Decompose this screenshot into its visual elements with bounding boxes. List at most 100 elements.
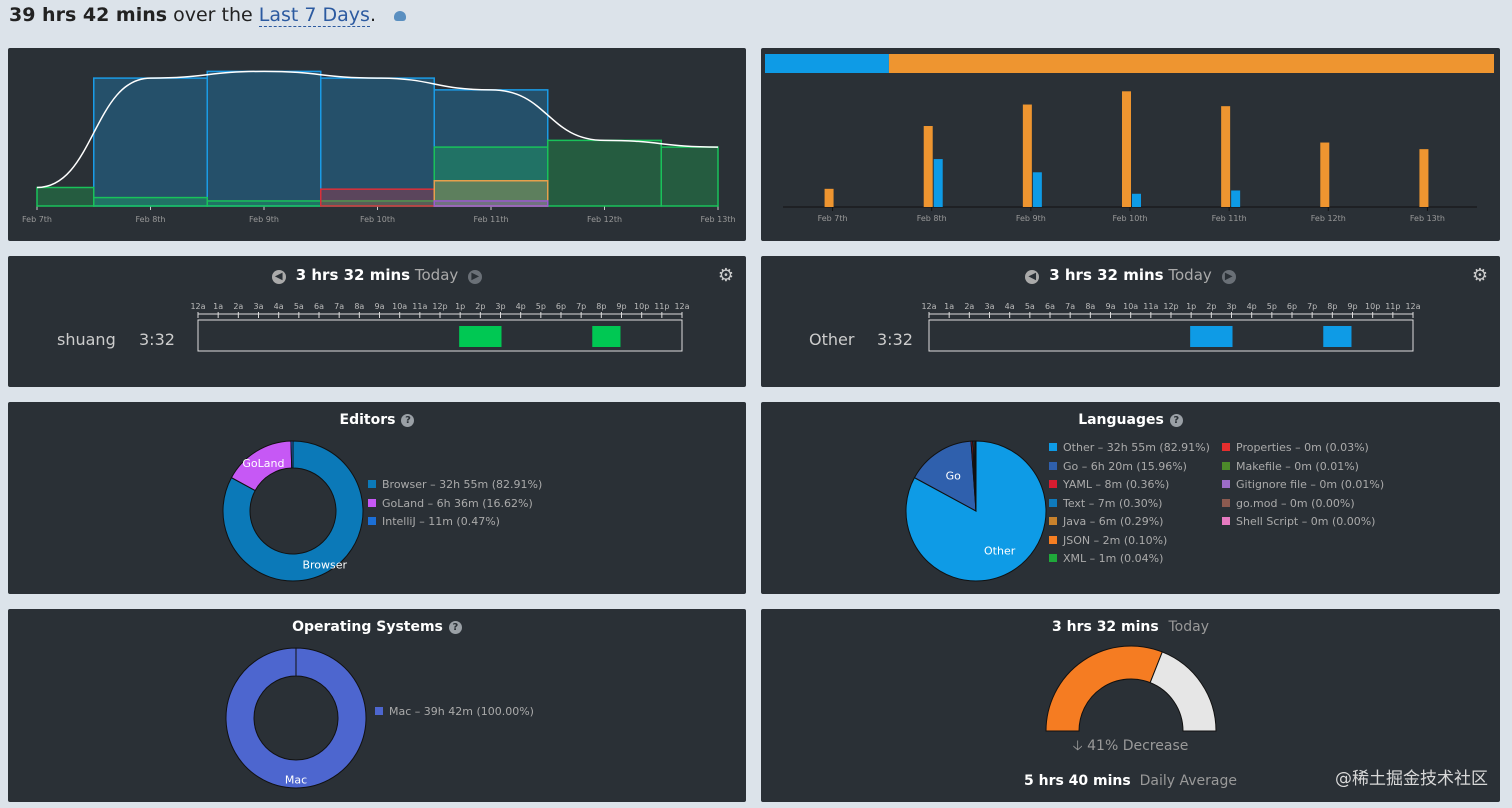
legend-item[interactable]: JSON – 2m (0.10%) bbox=[1049, 532, 1216, 551]
day-label: Today bbox=[414, 266, 459, 284]
hour-label: 5a bbox=[294, 302, 304, 311]
x-tick-label: Feb 12th bbox=[587, 215, 622, 224]
area-step bbox=[433, 180, 549, 207]
progress-gauge bbox=[1045, 645, 1217, 732]
legend-swatch bbox=[1222, 443, 1230, 451]
next-day-icon[interactable]: ▶ bbox=[1221, 270, 1236, 284]
activity-segment bbox=[459, 326, 502, 347]
cloud-download-icon[interactable] bbox=[394, 10, 407, 21]
legend-swatch bbox=[1049, 554, 1057, 562]
bar bbox=[1122, 91, 1131, 207]
gear-icon[interactable]: ⚙ bbox=[717, 265, 734, 286]
legend-label: Properties – 0m (0.03%) bbox=[1236, 441, 1369, 454]
hour-label: 3a bbox=[985, 302, 995, 311]
area-step bbox=[93, 196, 208, 207]
x-tick-label: Feb 13th bbox=[700, 215, 735, 224]
legend-label: XML – 1m (0.04%) bbox=[1063, 552, 1164, 565]
legend-swatch bbox=[1222, 517, 1230, 525]
hour-label: 4p bbox=[516, 302, 526, 311]
legend-item[interactable]: IntelliJ – 11m (0.47%) bbox=[368, 513, 542, 532]
legend-label: GoLand – 6h 36m (16.62%) bbox=[382, 496, 533, 510]
prev-day-icon[interactable]: ◀ bbox=[271, 270, 286, 284]
hour-label: 4a bbox=[274, 302, 284, 311]
hour-label: 1a bbox=[944, 302, 954, 311]
area-step bbox=[93, 77, 208, 207]
range-selector[interactable]: Last 7 Days bbox=[258, 4, 370, 27]
legend-swatch bbox=[1049, 461, 1057, 470]
legend-item[interactable]: XML – 1m (0.04%) bbox=[1049, 550, 1216, 569]
slice bbox=[913, 440, 977, 512]
period: . bbox=[369, 4, 376, 26]
help-icon[interactable]: ? bbox=[1169, 414, 1183, 427]
editors-panel: Editors? Browser GoLand Browser – 32h 55m… bbox=[8, 402, 746, 594]
legend-swatch bbox=[1049, 535, 1057, 544]
daily-goal-panel: 3 hrs 32 mins Today 🡣 41% Decrease 5 hrs… bbox=[761, 609, 1500, 802]
total-time: 39 hrs 42 mins bbox=[9, 4, 168, 26]
hour-label: 12a bbox=[921, 302, 936, 311]
share-bar-segment bbox=[888, 54, 1494, 73]
slice-label: Browser bbox=[302, 558, 347, 571]
legend-item[interactable]: Go – 6h 20m (15.96%) bbox=[1049, 458, 1216, 477]
legend-item[interactable]: go.mod – 0m (0.00%) bbox=[1222, 495, 1389, 514]
activity-segment bbox=[592, 326, 621, 347]
legend-item[interactable]: GoLand – 6h 36m (16.62%) bbox=[368, 495, 542, 514]
legend-label: Go – 6h 20m (15.96%) bbox=[1063, 459, 1187, 473]
area-step bbox=[320, 188, 435, 207]
legend-label: Shell Script – 0m (0.00%) bbox=[1236, 515, 1376, 528]
area-step bbox=[36, 186, 95, 207]
editors-title: Editors? bbox=[8, 412, 746, 428]
hour-label: 4p bbox=[1247, 302, 1257, 311]
gauge-title: 3 hrs 32 mins Today bbox=[761, 619, 1500, 635]
legend-item[interactable]: Gitignore file – 0m (0.01%) bbox=[1222, 476, 1389, 495]
legend-swatch bbox=[1049, 498, 1057, 507]
languages-legend: Other – 32h 55m (82.91%) Go – 6h 20m (15.… bbox=[1049, 439, 1389, 569]
hour-label: 5p bbox=[1267, 302, 1277, 311]
gear-icon[interactable]: ⚙ bbox=[1471, 265, 1488, 286]
hour-label: 8p bbox=[1327, 302, 1337, 311]
legend-label: YAML – 8m (0.36%) bbox=[1063, 478, 1170, 491]
summary-header: 39 hrs 42 mins over the Last 7 Days. bbox=[9, 4, 407, 27]
hour-label: 10p bbox=[634, 302, 649, 311]
legend-item[interactable]: Browser – 32h 55m (82.91%) bbox=[368, 476, 542, 495]
hour-label: 8p bbox=[596, 302, 606, 311]
next-day-icon[interactable]: ▶ bbox=[468, 270, 483, 284]
help-icon[interactable]: ? bbox=[448, 621, 462, 634]
help-icon[interactable]: ? bbox=[401, 414, 415, 427]
header-text: over the bbox=[173, 4, 253, 26]
hour-label: 12a bbox=[1405, 302, 1420, 311]
daily-bar-chart-panel: Feb 7th Feb 8th Feb 9th Feb 10th Feb 11th Feb… bbox=[761, 48, 1500, 241]
legend-item[interactable]: Shell Script – 0m (0.00%) bbox=[1222, 513, 1389, 532]
hour-label: 7p bbox=[576, 302, 586, 311]
hour-label: 10p bbox=[1365, 302, 1380, 311]
hour-label: 1p bbox=[455, 302, 465, 311]
legend-item[interactable]: YAML – 8m (0.36%) bbox=[1049, 476, 1216, 495]
legend-item[interactable]: Text – 7m (0.30%) bbox=[1049, 495, 1216, 514]
day-label: Today bbox=[1168, 266, 1212, 284]
legend-item[interactable]: Properties – 0m (0.03%) bbox=[1222, 439, 1389, 458]
total-line bbox=[36, 70, 719, 189]
watermark: @稀土掘金技术社区 bbox=[1335, 769, 1488, 789]
legend-item[interactable]: Mac – 39h 42m (100.00%) bbox=[375, 703, 534, 722]
day-timeline: 12a 1a 2a 3a 4a 5a 6a 7a 8a 9a 10a 11a 12p 1p 2p 3p 4p 5p… bbox=[921, 302, 1421, 352]
day-total: 3 hrs 32 mins bbox=[1049, 266, 1164, 284]
legend-item[interactable]: Java – 6m (0.29%) bbox=[1049, 513, 1216, 532]
area-step bbox=[206, 200, 322, 207]
legend-swatch bbox=[375, 707, 383, 715]
legend-item[interactable]: Makefile – 0m (0.01%) bbox=[1222, 458, 1389, 477]
bar bbox=[1320, 142, 1330, 207]
avg-value: 5 hrs 40 mins bbox=[1023, 773, 1131, 789]
hour-label: 9a bbox=[1106, 302, 1116, 311]
gauge-progress bbox=[1045, 645, 1163, 732]
x-tick-label: Feb 9th bbox=[1016, 214, 1046, 223]
area-step bbox=[547, 139, 662, 207]
slice bbox=[225, 647, 367, 789]
x-tick-label: Feb 9th bbox=[249, 215, 279, 224]
os-donut: Mac bbox=[225, 647, 367, 789]
legend-label: Makefile – 0m (0.01%) bbox=[1236, 459, 1359, 473]
legend-item[interactable]: Other – 32h 55m (82.91%) bbox=[1049, 439, 1216, 458]
legend-swatch bbox=[1049, 443, 1057, 451]
timeline-panel-user: ◀ 3 hrs 32 mins Today ▶ ⚙ shuang 3:32 12a 1… bbox=[8, 256, 746, 387]
hour-label: 11a bbox=[1143, 302, 1158, 311]
prev-day-icon[interactable]: ◀ bbox=[1025, 270, 1040, 284]
hour-label: 1a bbox=[213, 302, 223, 311]
